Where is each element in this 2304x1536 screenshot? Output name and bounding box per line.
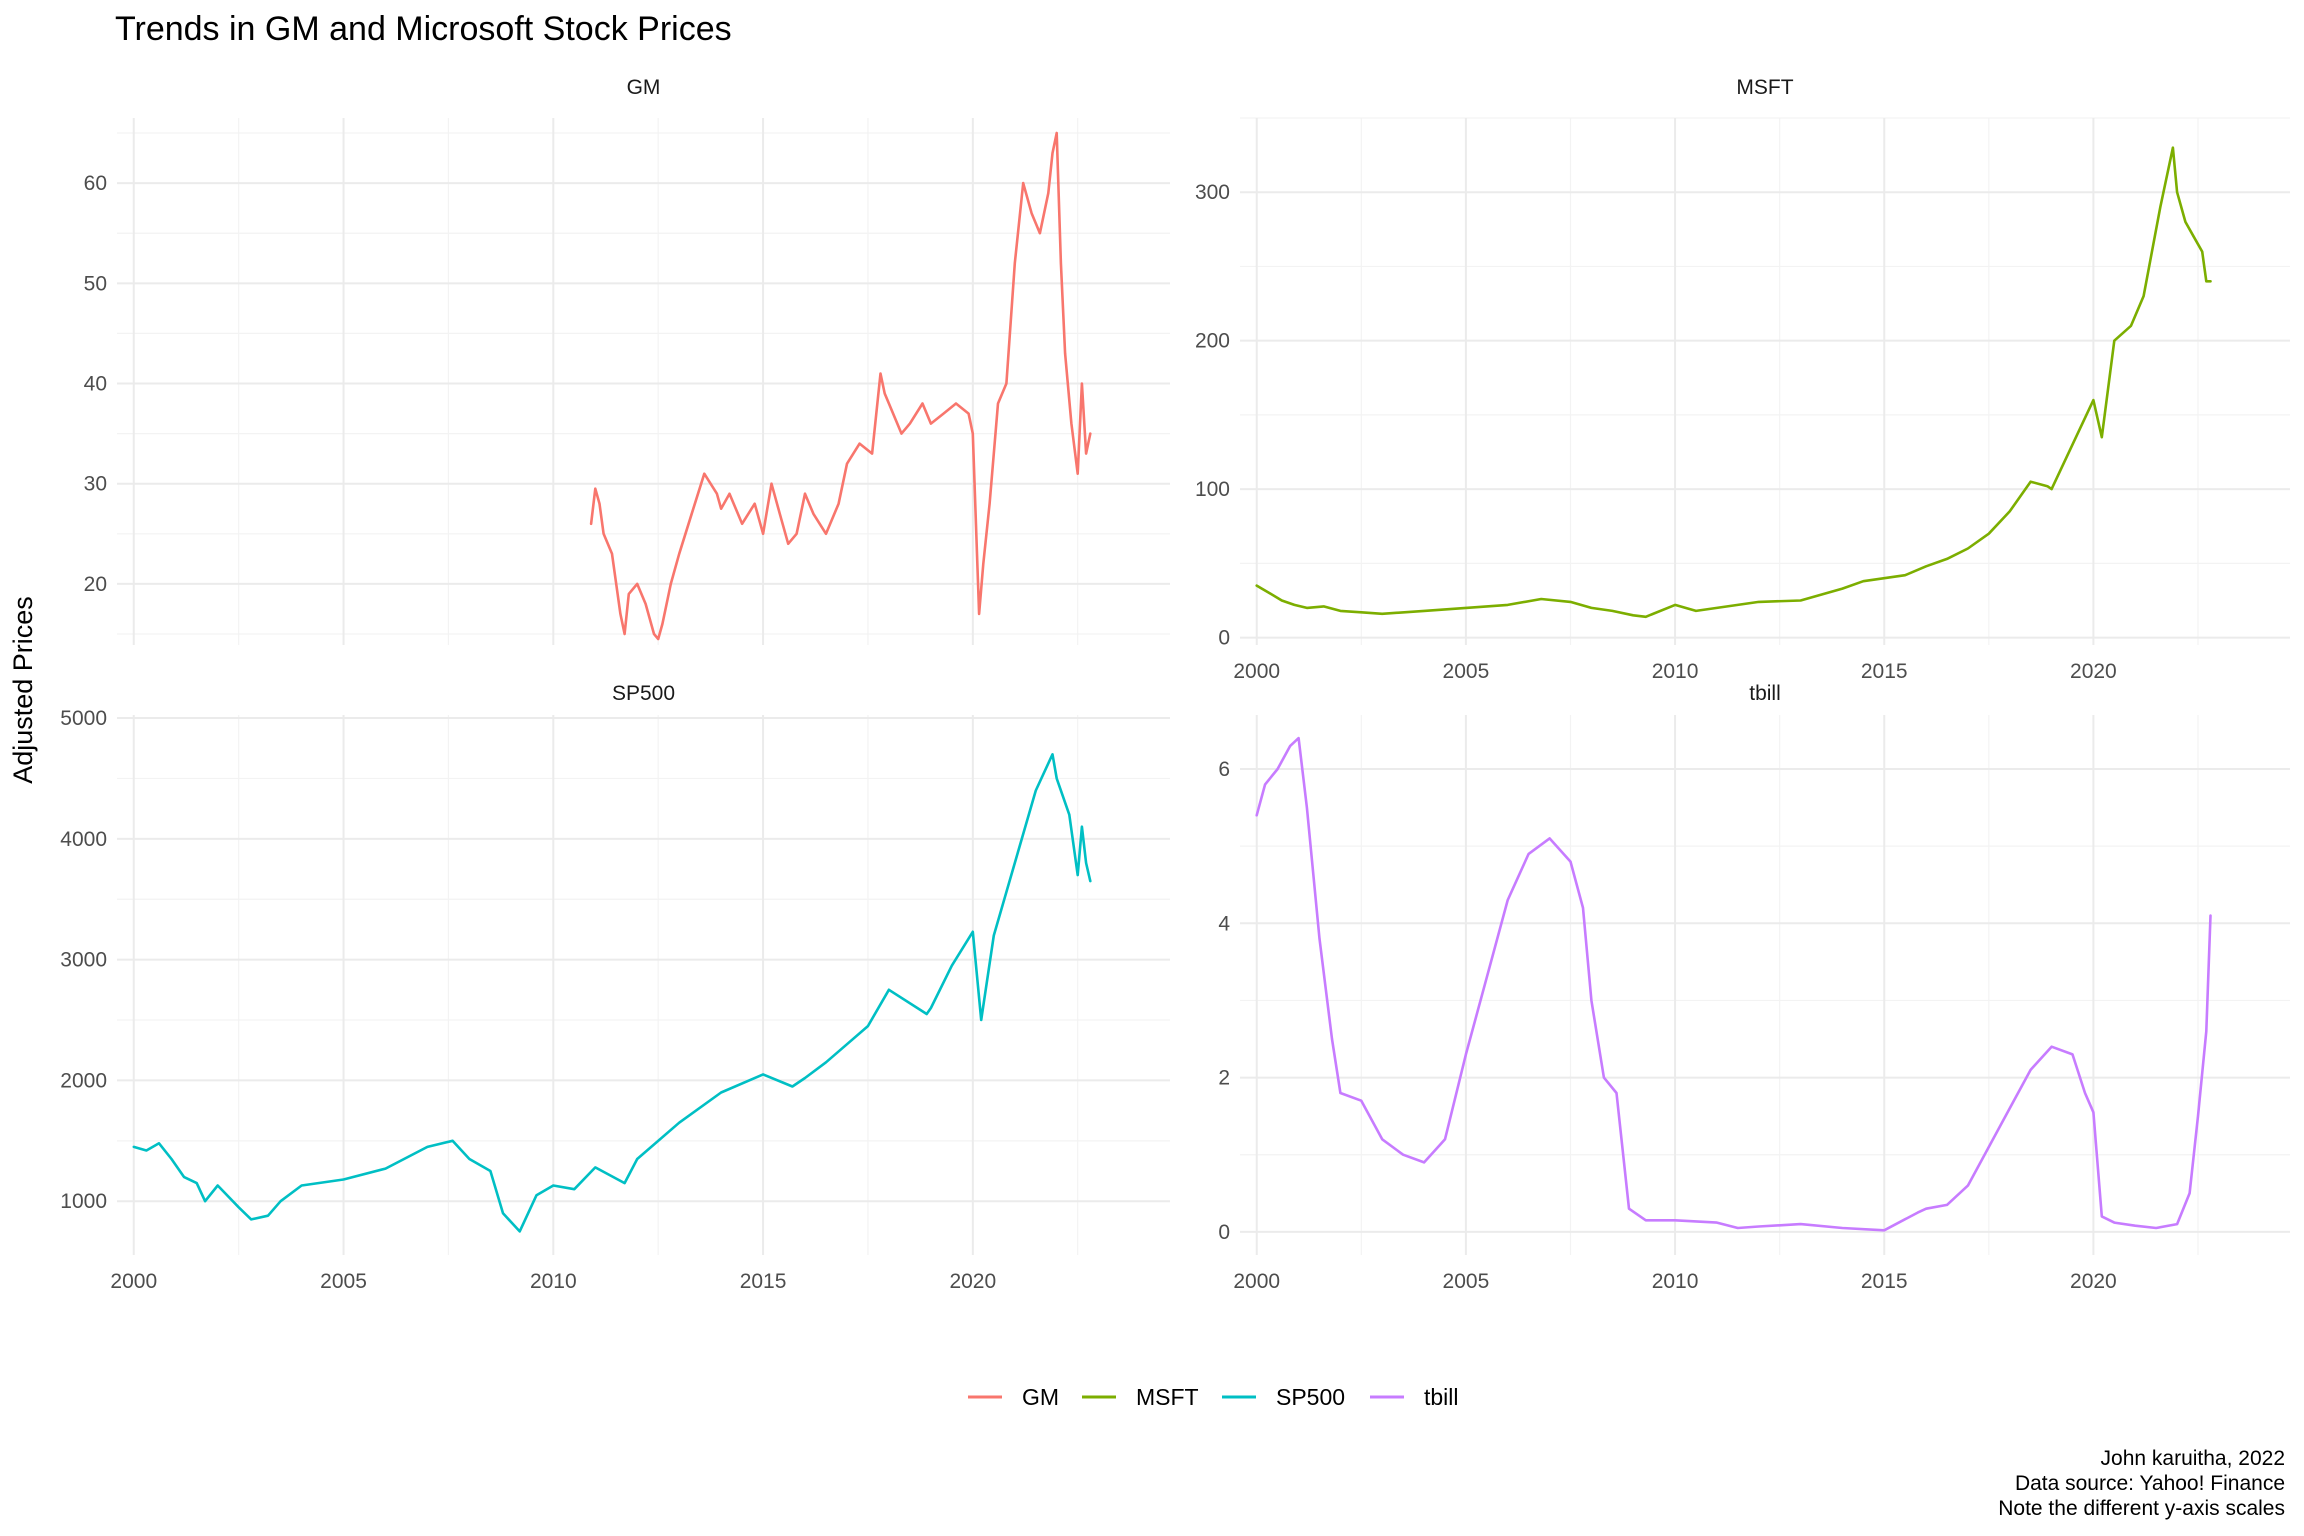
caption-note: Note the different y-axis scales: [1998, 1497, 2285, 1520]
y-tick-label: 2: [1218, 1067, 1230, 1090]
x-tick-label: 2020: [2070, 660, 2117, 683]
x-tick-label: 2015: [1861, 660, 1908, 683]
caption-author: John karuitha, 2022: [2101, 1447, 2285, 1470]
chart-title: Trends in GM and Microsoft Stock Prices: [115, 10, 732, 48]
y-tick-label: 60: [84, 172, 107, 195]
strip-label-gm: GM: [627, 76, 661, 99]
legend-item-gm: GM: [968, 1384, 1059, 1410]
legend-item-msft: MSFT: [1082, 1384, 1199, 1410]
series-line-gm: [589, 131, 1092, 641]
x-tick-label: 2000: [110, 1270, 157, 1293]
x-tick-label: 2000: [1233, 660, 1280, 683]
y-tick-label: 0: [1218, 627, 1230, 650]
panel-gm: GM 20 30 40 50 60: [84, 76, 1170, 645]
caption: John karuitha, 2022 Data source: Yahoo! …: [1998, 1447, 2285, 1520]
legend-label: tbill: [1424, 1384, 1459, 1410]
x-tick-label: 2005: [320, 1270, 367, 1293]
strip-label-msft: MSFT: [1736, 76, 1793, 99]
legend-label: GM: [1022, 1384, 1059, 1410]
x-tick-label: 2015: [740, 1270, 787, 1293]
legend-item-tbill: tbill: [1370, 1384, 1459, 1410]
y-tick-label: 200: [1195, 330, 1230, 353]
y-tick-label: 5000: [60, 707, 107, 730]
panel-sp500: SP500 1000 2000 3000 4000 5000 2000 2005 2010 201…: [60, 682, 1170, 1293]
strip-label-sp500: SP500: [612, 682, 675, 705]
y-tick-label: 3000: [60, 949, 107, 972]
x-tick-label: 2020: [2070, 1270, 2117, 1293]
y-tick-label: 4000: [60, 828, 107, 851]
y-tick-label: 20: [84, 573, 107, 596]
series-line-tbill: [1255, 736, 2212, 1232]
y-axis-title: Adjusted Prices: [8, 596, 38, 784]
panel-tbill: tbill 0 2 4 6 2000 2005 2010 2015 2020: [1218, 682, 2290, 1293]
y-tick-label: 40: [84, 373, 107, 396]
series-line-sp500: [132, 753, 1092, 1233]
y-tick-label: 300: [1195, 181, 1230, 204]
legend-item-sp500: SP500: [1222, 1384, 1345, 1410]
y-tick-label: 1000: [60, 1190, 107, 1213]
strip-label-tbill: tbill: [1749, 682, 1781, 705]
x-tick-label: 2015: [1861, 1270, 1908, 1293]
legend-label: MSFT: [1136, 1384, 1199, 1410]
y-tick-label: 6: [1218, 758, 1230, 781]
x-tick-label: 2020: [949, 1270, 996, 1293]
y-tick-label: 2000: [60, 1069, 107, 1092]
y-tick-label: 4: [1218, 912, 1230, 935]
panel-msft: MSFT 0 100 200 300 2000 2005 2010 2015 2020: [1195, 76, 2290, 683]
y-tick-label: 30: [84, 473, 107, 496]
y-tick-label: 100: [1195, 478, 1230, 501]
x-tick-label: 2005: [1443, 660, 1490, 683]
x-tick-label: 2010: [530, 1270, 577, 1293]
x-tick-label: 2010: [1652, 1270, 1699, 1293]
legend-label: SP500: [1276, 1384, 1345, 1410]
legend: GM MSFT SP500 tbill: [968, 1384, 1459, 1410]
y-tick-label: 50: [84, 272, 107, 295]
x-tick-label: 2000: [1233, 1270, 1280, 1293]
x-tick-label: 2005: [1443, 1270, 1490, 1293]
y-tick-label: 0: [1218, 1221, 1230, 1244]
series-line-msft: [1255, 146, 2212, 619]
x-tick-label: 2010: [1652, 660, 1699, 683]
caption-source: Data source: Yahoo! Finance: [2015, 1472, 2285, 1495]
